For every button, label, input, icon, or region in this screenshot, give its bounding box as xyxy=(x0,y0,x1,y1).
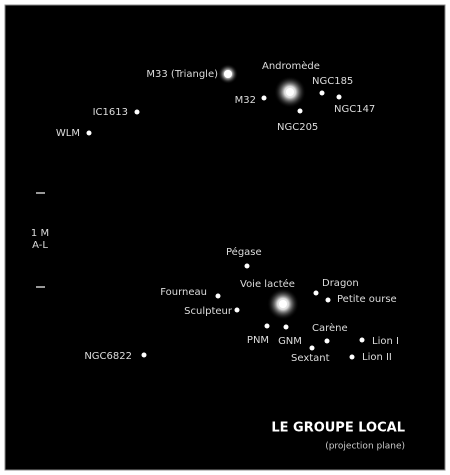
subtitle: (projection plane) xyxy=(325,442,405,452)
map: 1 M A-L LE GROUPE LOCAL (projection plan… xyxy=(0,0,450,475)
galaxy-dot xyxy=(314,291,319,296)
galaxy-label: Andromède xyxy=(262,60,320,72)
galaxy-dot xyxy=(87,131,92,136)
galaxy-label: NGC185 xyxy=(312,76,353,87)
galaxy-label: Fourneau xyxy=(160,287,207,298)
galaxy-dot xyxy=(325,339,330,344)
galaxy-dot xyxy=(360,338,365,343)
galaxy-dot xyxy=(235,308,240,313)
galaxy-label: Dragon xyxy=(322,278,359,289)
galaxy-dot xyxy=(135,110,140,115)
galaxy-label: PNM xyxy=(247,335,269,346)
galaxy-label: Voie lactée xyxy=(240,278,295,290)
scale-label: 1 M xyxy=(31,228,49,239)
galaxy-dot xyxy=(350,355,355,360)
galaxy-dot xyxy=(286,88,294,96)
galaxy-label: NGC205 xyxy=(277,122,318,133)
galaxy-label: Sculpteur xyxy=(184,306,233,317)
galaxy-dot xyxy=(310,346,315,351)
galaxy-dot xyxy=(337,95,342,100)
galaxy-label: M33 (Triangle) xyxy=(146,69,218,80)
galaxy-label: M32 xyxy=(235,95,256,106)
galaxy-label: Pégase xyxy=(226,246,262,258)
galaxy-label: GNM xyxy=(278,336,302,347)
galaxy-dot xyxy=(216,294,221,299)
galaxy-dot xyxy=(245,264,250,269)
galaxy-dot xyxy=(265,324,270,329)
galaxy-dot xyxy=(142,353,147,358)
galaxy-label: Carène xyxy=(312,322,348,334)
scale-label: A-L xyxy=(32,240,48,251)
galaxy-label: WLM xyxy=(56,128,80,139)
galaxy-label: NGC6822 xyxy=(84,351,132,362)
galaxy-label: IC1613 xyxy=(93,107,128,118)
galaxy-label: NGC147 xyxy=(334,104,375,115)
galaxy-dot xyxy=(298,109,303,114)
galaxy-dot xyxy=(320,91,325,96)
galaxy-dot xyxy=(284,325,289,330)
galaxy-label: Sextant xyxy=(291,353,330,364)
galaxy-dot xyxy=(279,300,287,308)
galaxy-label: Petite ourse xyxy=(337,294,397,305)
galaxy-label: Lion I xyxy=(372,336,399,347)
galaxy-dot xyxy=(262,96,267,101)
galaxy-dot xyxy=(224,70,232,78)
title: LE GROUPE LOCAL xyxy=(271,421,405,436)
galaxy-label: Lion II xyxy=(362,352,392,363)
galaxy-dot xyxy=(326,298,331,303)
